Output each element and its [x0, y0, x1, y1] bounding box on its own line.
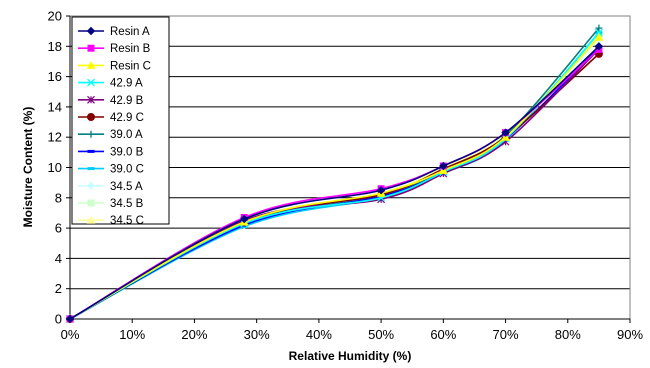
y-tick-label: 4 [55, 251, 62, 266]
y-tick-label: 16 [48, 69, 62, 84]
series-resin-a [65, 42, 604, 324]
data-point [240, 214, 249, 224]
legend-marker [87, 78, 95, 87]
y-axis-title: Moisture Content (%) [21, 107, 35, 228]
x-tick-label: 20% [181, 327, 207, 342]
legend-marker [86, 215, 96, 224]
y-tick-label: 18 [48, 39, 62, 54]
legend-label: 42.9 B [110, 95, 144, 107]
legend-marker [87, 44, 95, 52]
data-point [594, 32, 604, 41]
legend-marker [87, 130, 95, 138]
y-tick-label: 8 [55, 190, 62, 205]
y-tick-label: 10 [48, 160, 62, 175]
legend-label: Resin A [110, 26, 150, 38]
legend-item-34-5-c: 34.5 C [78, 215, 144, 227]
legend-label: 34.5 A [110, 181, 143, 193]
legend-marker [86, 26, 96, 36]
legend-marker [86, 60, 96, 69]
x-tick-label: 0% [61, 327, 80, 342]
legend-marker [86, 181, 96, 191]
legend-item-39-0-a: 39.0 A [78, 129, 143, 141]
legend-label: 39.0 A [110, 129, 143, 141]
legend-item-resin-b: Resin B [78, 43, 151, 55]
series-line [69, 36, 600, 320]
legend-label: 42.9 A [110, 78, 143, 90]
legend: Resin A Resin B Resin C 42.9 A 42.9 B 42.9 C 3… [71, 16, 170, 227]
x-tick-label: 90% [617, 327, 643, 342]
legend-item-39-0-c: 39.0 C [78, 164, 144, 176]
legend-label: 34.5 B [110, 198, 144, 210]
data-point [439, 161, 448, 171]
legend-item-34-5-b: 34.5 B [78, 198, 144, 210]
legend-marker [87, 95, 95, 104]
data-point [595, 24, 603, 32]
legend-marker [87, 149, 95, 153]
x-axis-title: Relative Humidity (%) [289, 349, 412, 363]
data-point [501, 128, 510, 137]
x-tick-label: 70% [493, 327, 519, 342]
data-point [376, 186, 386, 195]
legend-item-39-0-b: 39.0 B [78, 146, 144, 158]
legend-item-34-5-a: 34.5 A [78, 181, 143, 193]
y-tick-label: 2 [55, 281, 62, 296]
y-tick-label: 0 [55, 312, 62, 327]
legend-item-resin-a: Resin A [78, 26, 150, 38]
series-line [69, 45, 600, 320]
data-point [594, 42, 604, 51]
legend-label: 39.0 B [110, 146, 144, 158]
legend-item-42-9-b: 42.9 B [78, 95, 144, 107]
legend-label: Resin B [110, 43, 151, 55]
legend-marker [87, 113, 95, 121]
x-tick-label: 10% [119, 327, 145, 342]
legend-marker [87, 199, 95, 207]
legend-item-resin-c: Resin C [78, 60, 151, 72]
legend-item-42-9-a: 42.9 A [78, 78, 143, 90]
data-point [438, 165, 448, 175]
series-layer [65, 24, 604, 324]
legend-label: 34.5 C [110, 215, 144, 227]
x-tick-label: 80% [555, 327, 581, 342]
y-tick-label: 14 [48, 99, 62, 114]
y-tick-label: 20 [48, 9, 62, 24]
data-point [501, 132, 510, 141]
x-tick-label: 50% [368, 327, 394, 342]
legend-label: 39.0 C [110, 164, 144, 176]
legend-label: Resin C [110, 60, 151, 72]
x-tick-label: 60% [430, 327, 456, 342]
x-tick-label: 30% [244, 327, 270, 342]
y-tick-label: 6 [55, 221, 62, 236]
y-tick-label: 12 [48, 130, 62, 145]
x-tick-label: 40% [306, 327, 332, 342]
legend-label: 42.9 C [110, 112, 144, 124]
data-point [65, 314, 75, 324]
legend-item-42-9-c: 42.9 C [78, 112, 144, 124]
legend-marker [87, 167, 95, 171]
